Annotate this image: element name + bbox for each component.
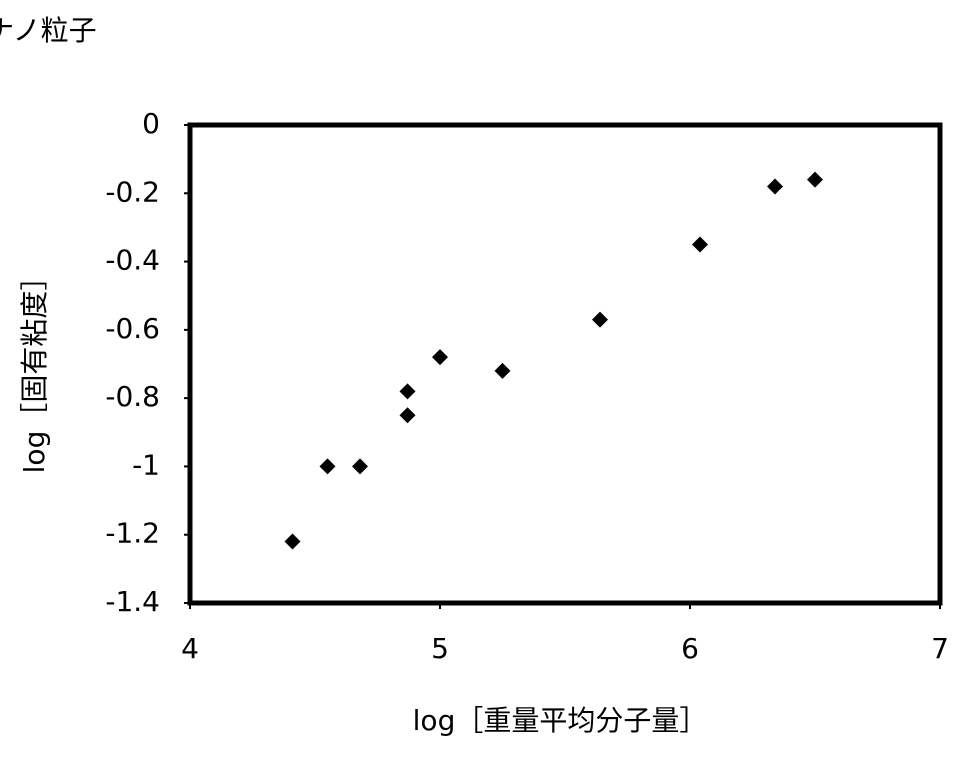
x-tick-label: 7 — [931, 632, 949, 665]
y-tick-label: -1 — [132, 448, 160, 481]
x-axis-label: log［重量平均分子量］ — [413, 704, 708, 737]
x-tick-label: 5 — [431, 632, 449, 665]
y-tick-label: -1.2 — [105, 517, 160, 550]
point — [352, 458, 368, 474]
point — [592, 312, 608, 328]
point — [692, 237, 708, 253]
point — [807, 172, 823, 188]
point — [400, 407, 416, 423]
chart-title: ナノ粒子 — [0, 14, 97, 47]
point — [495, 363, 511, 379]
x-tick-label: 4 — [181, 632, 199, 665]
point — [767, 178, 783, 194]
y-axis-label: log［固有粘度］ — [18, 263, 51, 474]
y-tick-label: -0.2 — [105, 175, 160, 208]
point — [400, 383, 416, 399]
plot-frame — [190, 125, 940, 603]
y-tick-label: -0.4 — [105, 244, 160, 277]
y-tick-label: -0.6 — [105, 312, 160, 345]
y-tick-label: -1.4 — [105, 585, 160, 618]
point — [285, 534, 301, 550]
y-tick-label: 0 — [142, 107, 160, 140]
point — [320, 458, 336, 474]
y-tick-label: -0.8 — [105, 380, 160, 413]
x-tick-label: 6 — [681, 632, 699, 665]
point — [432, 349, 448, 365]
